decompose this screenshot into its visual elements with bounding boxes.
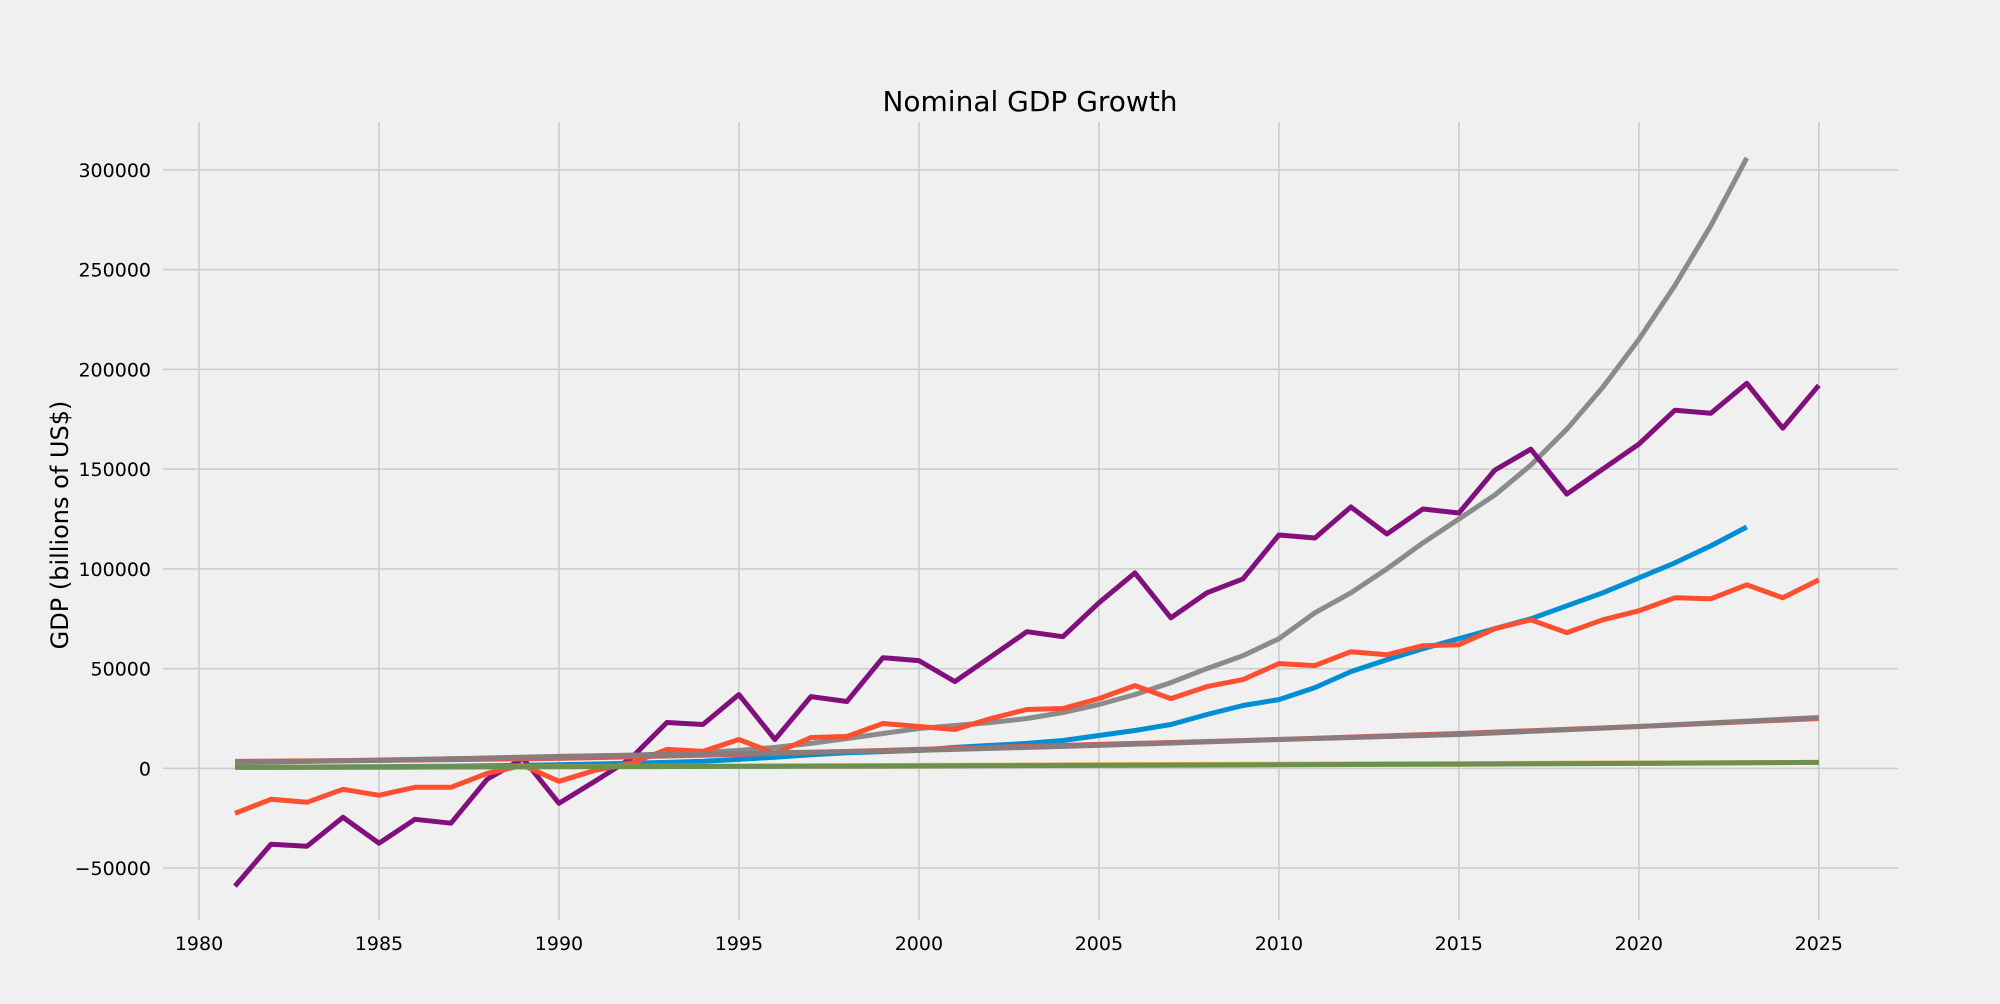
series-line-7 [234,716,1819,764]
x-tick-label: 1985 [355,933,403,955]
y-tick-label: 250000 [78,260,151,282]
x-tick-label: 2005 [1075,933,1123,955]
y-tick-label: 200000 [78,359,151,381]
x-tick-label: 2010 [1255,933,1303,955]
series-line-6 [234,759,1819,770]
y-tick-label: 50000 [91,659,151,681]
grid [163,122,1898,920]
x-tick-label: 2025 [1795,933,1843,955]
y-tick-label: 300000 [78,160,151,182]
series-line-1 [234,156,1750,765]
x-tick-label: 1990 [535,933,583,955]
y-tick-label: 0 [139,758,151,780]
y-tick-label: 150000 [78,459,151,481]
chart-title: Nominal GDP Growth [882,85,1177,118]
x-tick-label: 2020 [1615,933,1663,955]
x-tick-label: 1980 [175,933,223,955]
axis-ticks: 1980 1985 1990 1995 2000 2005 2010 2015 2020 2025… [75,160,1843,955]
series-lines [233,156,1821,888]
x-tick-label: 2000 [895,933,943,955]
series-line-8 [234,715,1819,765]
y-axis-label: GDP (billions of US$) [46,401,74,650]
y-tick-label: 100000 [78,559,151,581]
x-tick-label: 2015 [1435,933,1483,955]
series-line-4 [234,577,1820,816]
series-line-2 [233,380,1821,888]
y-tick-label: −50000 [75,858,151,880]
x-tick-label: 1995 [715,933,763,955]
